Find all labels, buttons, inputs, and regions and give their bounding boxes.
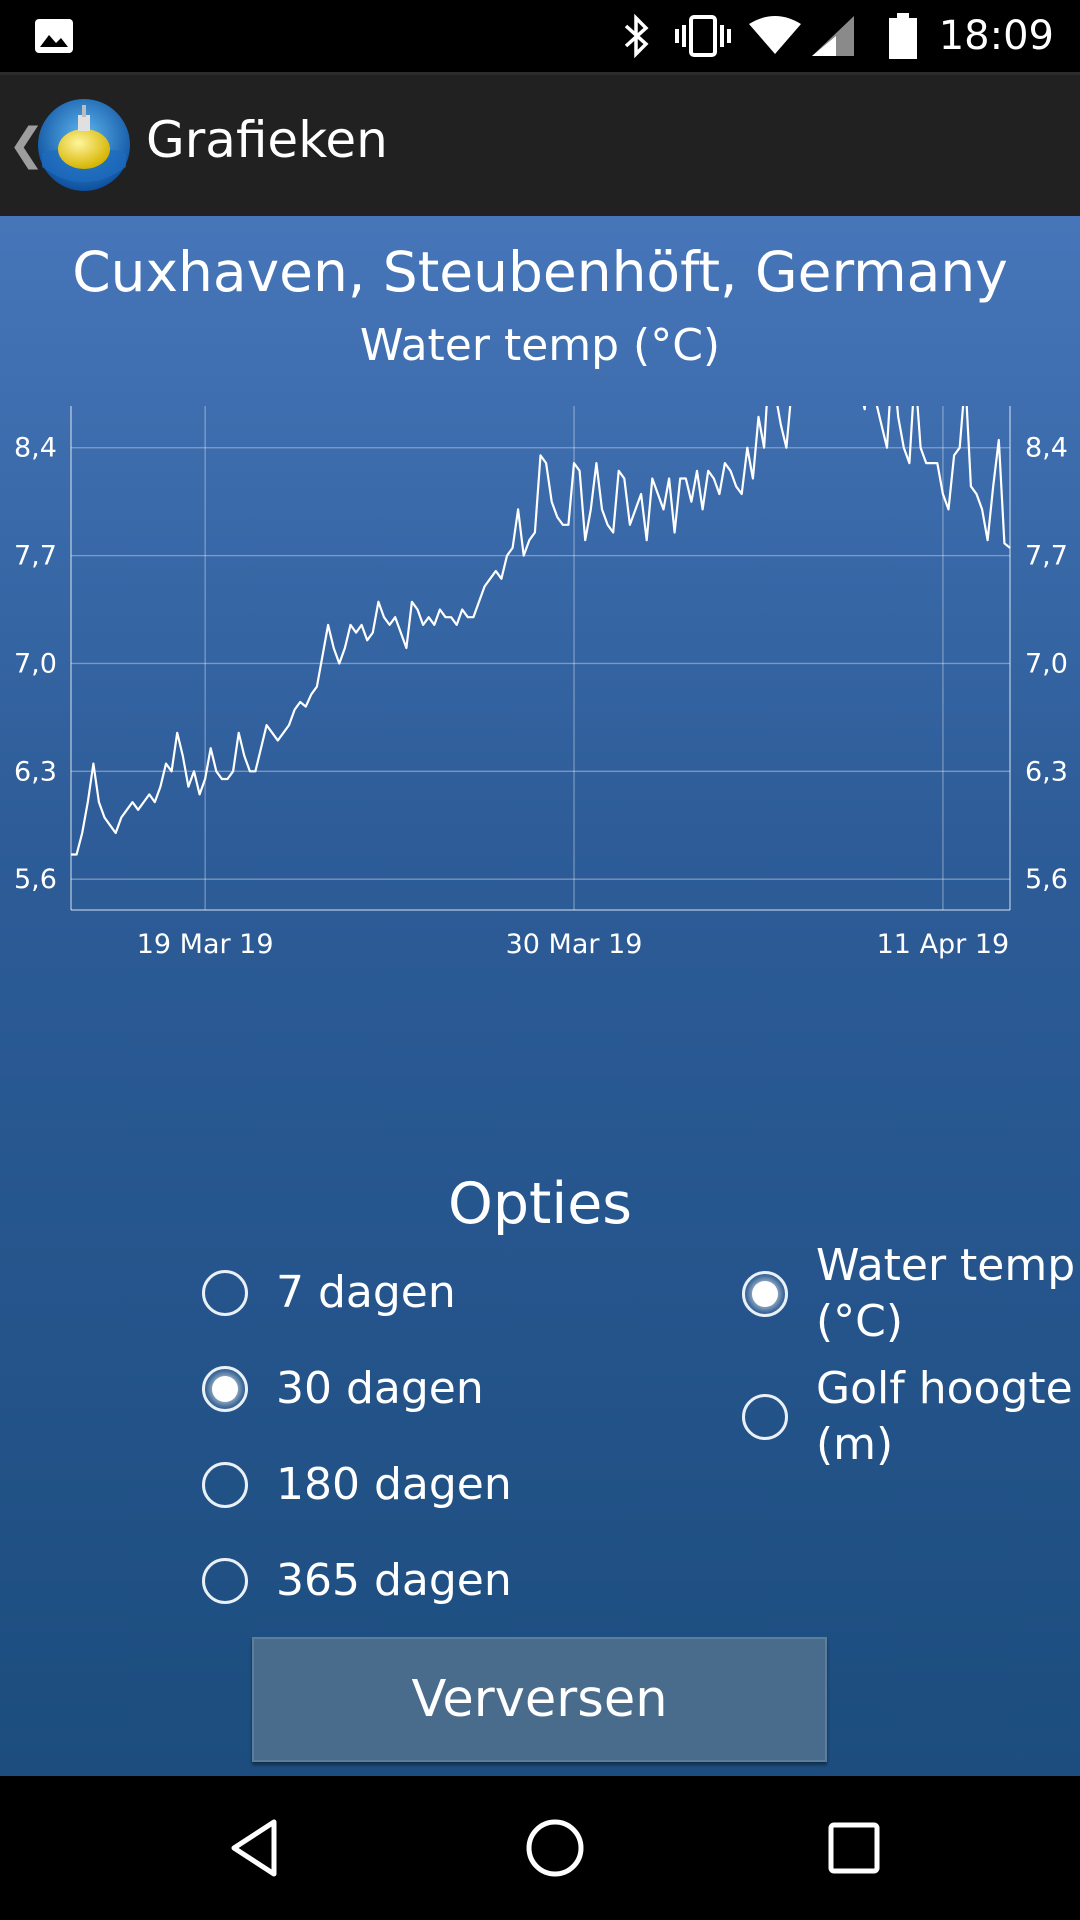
y-tick-label: 7,0 <box>1025 648 1068 679</box>
period-180-days-option[interactable]: 180 dagen <box>202 1457 512 1513</box>
metric-wave-height-option[interactable]: Golf hoogte (m) <box>742 1361 1076 1473</box>
x-tick-label: 19 Mar 19 <box>137 929 274 960</box>
app-bar: ❮ Grafieken <box>0 72 1080 216</box>
radio-button[interactable] <box>742 1394 788 1440</box>
x-axis: 19 Mar 19 30 Mar 19 11 Apr 19 <box>137 929 1009 960</box>
recents-square-icon[interactable] <box>814 1808 894 1888</box>
radio-label: 7 dagen <box>276 1267 456 1318</box>
series-line <box>71 406 1011 856</box>
y-axis-right: 5,66,37,07,78,49,19,8 <box>1025 433 1068 895</box>
radio-label: 365 dagen <box>276 1555 512 1606</box>
metric-title: Water temp (°C) <box>359 320 721 371</box>
y-tick-label: 8,4 <box>1025 433 1068 464</box>
image-notification-icon <box>34 0 74 72</box>
metric-water-temp-option[interactable]: Water temp (°C) <box>742 1238 1076 1350</box>
chart-grid <box>70 406 1011 911</box>
radio-button[interactable] <box>202 1558 248 1604</box>
period-7-days-option[interactable]: 7 dagen <box>202 1265 456 1321</box>
refresh-button[interactable]: Verversen <box>252 1637 827 1762</box>
period-30-days-option[interactable]: 30 dagen <box>202 1361 484 1417</box>
period-365-days-option[interactable]: 365 dagen <box>202 1553 512 1609</box>
y-tick-label: 7,7 <box>1025 541 1068 572</box>
y-tick-label: 6,3 <box>1025 756 1068 787</box>
bluetooth-icon <box>622 0 652 72</box>
clock: 18:09 <box>938 13 1054 59</box>
buoy-logo-icon[interactable] <box>36 97 132 193</box>
y-tick-label: 7,0 <box>14 648 57 679</box>
radio-label: 180 dagen <box>276 1459 512 1510</box>
back-triangle-icon[interactable] <box>216 1808 296 1888</box>
radio-label: Water temp (°C) <box>816 1240 1076 1347</box>
radio-button[interactable] <box>202 1366 248 1412</box>
main-content: Cuxhaven, Steubenhöft, Germany Water tem… <box>0 216 1080 1776</box>
wifi-icon <box>748 0 802 72</box>
page-title: Grafieken <box>146 111 388 169</box>
home-circle-icon[interactable] <box>515 1808 595 1888</box>
vibrate-icon <box>674 0 732 72</box>
radio-button[interactable] <box>202 1270 248 1316</box>
x-tick-label: 11 Apr 19 <box>877 929 1010 960</box>
y-tick-label: 5,6 <box>14 864 57 895</box>
navigation-bar <box>0 1776 1080 1920</box>
y-axis-left: 5,66,37,07,78,49,19,8 <box>14 433 57 895</box>
y-tick-label: 5,6 <box>1025 864 1068 895</box>
battery-icon <box>888 0 918 72</box>
y-tick-label: 6,3 <box>14 756 57 787</box>
radio-button[interactable] <box>742 1271 788 1317</box>
radio-label: 30 dagen <box>276 1363 484 1414</box>
options-title: Opties <box>448 1171 632 1237</box>
water-temp-chart: 5,66,37,07,78,49,19,8 5,66,37,07,78,49,1… <box>14 406 1068 960</box>
station-name: Cuxhaven, Steubenhöft, Germany <box>72 240 1008 304</box>
y-tick-label: 8,4 <box>14 433 57 464</box>
radio-label: Golf hoogte (m) <box>816 1363 1073 1470</box>
x-tick-label: 30 Mar 19 <box>506 929 643 960</box>
radio-button[interactable] <box>202 1462 248 1508</box>
cell-signal-icon <box>810 0 856 72</box>
status-bar: 18:09 <box>0 0 1080 72</box>
y-tick-label: 7,7 <box>14 541 57 572</box>
